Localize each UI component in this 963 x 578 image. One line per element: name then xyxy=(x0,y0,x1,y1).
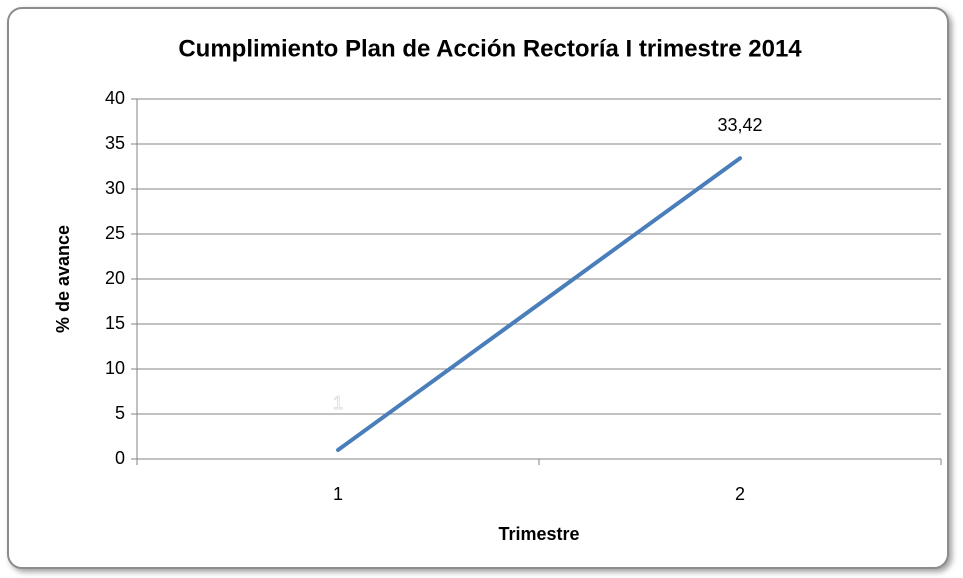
x-tick-label: 2 xyxy=(735,484,745,504)
x-axis-label: Trimestre xyxy=(498,524,579,544)
data-label: 1 xyxy=(333,393,343,413)
chart-frame xyxy=(7,7,949,569)
data-label: 33,42 xyxy=(717,115,762,135)
x-tick-label: 1 xyxy=(333,484,343,504)
data-line xyxy=(336,156,742,452)
y-tick-label: 40 xyxy=(105,88,125,108)
y-tick-label: 10 xyxy=(105,358,125,378)
chart-title: Cumplimiento Plan de Acción Rectoría I t… xyxy=(178,35,802,62)
y-tick-label: 5 xyxy=(115,403,125,423)
y-tick-label: 20 xyxy=(105,268,125,288)
y-tick-label: 30 xyxy=(105,178,125,198)
y-tick-label: 25 xyxy=(105,223,125,243)
y-tick-label: 15 xyxy=(105,313,125,333)
y-tick-label: 35 xyxy=(105,133,125,153)
y-tick-label: 0 xyxy=(115,448,125,468)
y-axis-label: % de avance xyxy=(53,225,73,333)
